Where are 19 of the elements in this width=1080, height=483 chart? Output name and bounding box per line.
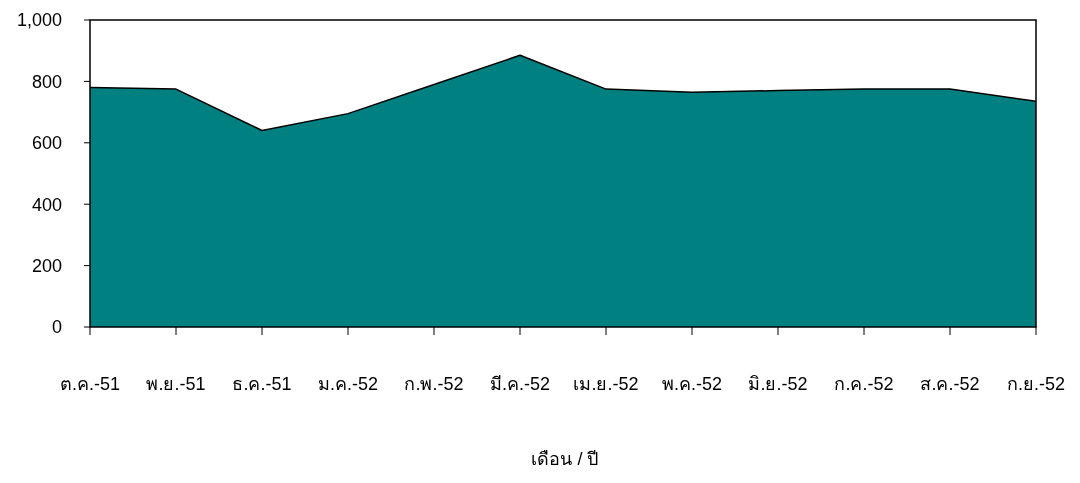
y-tick-label: 200 bbox=[31, 255, 62, 276]
x-tick-label: มิ.ย.-52 bbox=[748, 374, 808, 394]
y-tick-label: 600 bbox=[31, 133, 62, 154]
x-tick-label: ม.ค.-52 bbox=[317, 374, 379, 394]
x-tick-label: มี.ค.-52 bbox=[489, 374, 551, 394]
y-tick-label: 1,000 bbox=[16, 10, 62, 31]
x-tick-label: พ.ย.-51 bbox=[146, 374, 206, 394]
y-tick-label: 400 bbox=[31, 194, 62, 215]
y-tick-label: 0 bbox=[51, 317, 62, 338]
x-tick-label: ต.ค.-51 bbox=[59, 374, 121, 394]
y-tick-label: 800 bbox=[31, 71, 62, 92]
x-tick-label: ก.ย.-52 bbox=[1006, 374, 1066, 394]
x-tick-label: ก.พ.-52 bbox=[404, 374, 464, 394]
x-axis-title: เดือน / ปี bbox=[531, 449, 599, 469]
x-tick-label: พ.ค.-52 bbox=[661, 374, 723, 394]
x-tick-label: ธ.ค.-51 bbox=[232, 374, 292, 394]
x-tick-label: เม.ย.-52 bbox=[573, 374, 639, 394]
x-tick-label: ส.ค.-52 bbox=[920, 374, 980, 394]
x-tick-label: ก.ค.-52 bbox=[834, 374, 894, 394]
